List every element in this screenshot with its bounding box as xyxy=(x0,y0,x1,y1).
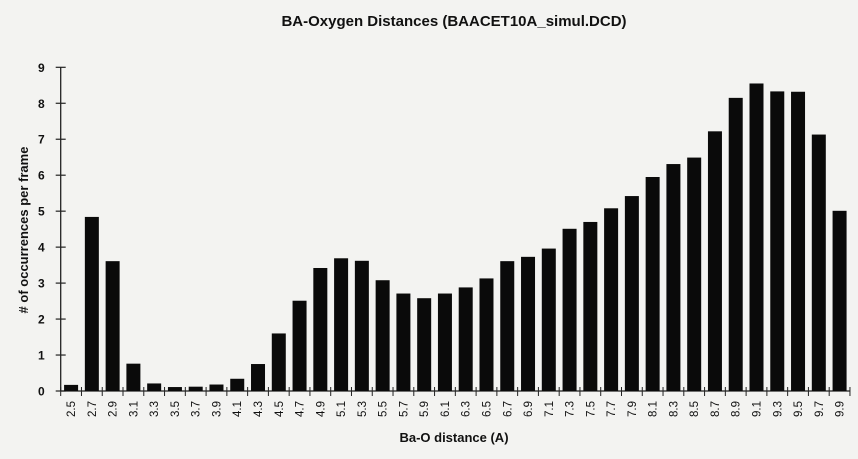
bar-6.9 xyxy=(521,256,536,391)
x-tick-label: 7.3 xyxy=(565,401,577,417)
bar-8.3 xyxy=(666,164,681,391)
x-tick-label: 6.1 xyxy=(440,401,452,417)
y-tick-label: 3 xyxy=(38,277,45,291)
x-tick-label: 6.7 xyxy=(502,401,514,417)
bar-5.5 xyxy=(375,280,390,391)
bar-6.3 xyxy=(458,287,473,391)
x-tick-label: 5.7 xyxy=(398,401,410,417)
x-tick-label: 2.7 xyxy=(87,401,99,417)
x-tick-label: 3.9 xyxy=(211,401,223,417)
x-tick-label: 8.3 xyxy=(668,401,680,417)
bar-4.5 xyxy=(271,333,286,391)
bar-3.5 xyxy=(167,387,182,391)
bar-5.3 xyxy=(354,260,369,391)
bar-8.1 xyxy=(645,176,660,391)
x-tick-label: 2.9 xyxy=(108,401,120,417)
bar-9.1 xyxy=(749,83,764,392)
x-axis-label: Ba-O distance (A) xyxy=(399,430,508,445)
bar-3.1 xyxy=(126,363,141,391)
x-tick-label: 8.7 xyxy=(710,401,722,417)
x-tick-label: 3.3 xyxy=(149,401,161,417)
bar-6.5 xyxy=(479,278,494,391)
x-tick-label: 4.9 xyxy=(315,401,327,417)
x-tick-label: 7.9 xyxy=(627,401,639,417)
bar-2.9 xyxy=(105,261,120,391)
x-tick-label: 7.1 xyxy=(544,401,556,417)
bar-9.3 xyxy=(770,91,785,391)
bar-3.3 xyxy=(147,383,162,391)
y-axis-label: # of occurrences per frame xyxy=(16,147,31,314)
bar-9.5 xyxy=(791,91,806,392)
x-tick-label: 4.7 xyxy=(295,401,307,417)
x-tick-label: 6.9 xyxy=(523,401,535,417)
x-tick-label: 9.3 xyxy=(772,401,784,417)
bar-7.9 xyxy=(624,196,639,391)
bar-3.7 xyxy=(188,386,203,391)
bar-6.7 xyxy=(500,261,515,391)
x-tick-label: 8.1 xyxy=(648,401,660,417)
y-tick-label: 0 xyxy=(38,385,45,399)
x-tick-label: 5.3 xyxy=(357,401,369,417)
bar-4.7 xyxy=(292,300,307,391)
y-tick-label: 5 xyxy=(38,205,45,219)
bar-6.1 xyxy=(437,293,452,391)
x-tick-label: 9.5 xyxy=(793,401,805,417)
bar-7.5 xyxy=(583,221,598,391)
x-tick-label: 2.5 xyxy=(66,401,78,417)
bar-5.9 xyxy=(417,298,432,391)
x-tick-label: 7.5 xyxy=(585,401,597,417)
bar-4.3 xyxy=(251,364,266,391)
x-tick-label: 3.5 xyxy=(170,401,182,417)
y-tick-label: 9 xyxy=(38,61,45,75)
y-tick-label: 4 xyxy=(38,241,45,255)
x-tick-label: 6.3 xyxy=(461,401,473,417)
bar-9.9 xyxy=(832,210,847,391)
bar-2.7 xyxy=(84,216,99,391)
x-tick-label: 7.7 xyxy=(606,401,618,417)
x-tick-label: 9.9 xyxy=(835,401,847,417)
bar-5.7 xyxy=(396,293,411,391)
x-tick-label: 9.7 xyxy=(814,401,826,417)
bar-3.9 xyxy=(209,384,224,391)
bar-9.7 xyxy=(811,134,826,391)
bar-7.3 xyxy=(562,228,577,391)
y-tick-label: 7 xyxy=(38,133,45,147)
bar-8.5 xyxy=(687,157,702,391)
x-tick-label: 8.9 xyxy=(731,401,743,417)
bar-4.1 xyxy=(230,378,245,391)
y-tick-label: 6 xyxy=(38,169,45,183)
x-tick-label: 5.9 xyxy=(419,401,431,417)
x-tick-label: 3.1 xyxy=(128,401,140,417)
bar-7.1 xyxy=(541,248,556,391)
x-tick-label: 4.3 xyxy=(253,401,265,417)
y-tick-label: 8 xyxy=(38,97,45,111)
bar-7.7 xyxy=(604,208,619,391)
bar-4.9 xyxy=(313,267,328,391)
chart-title: BA-Oxygen Distances (BAACET10A_simul.DCD… xyxy=(281,13,626,30)
bar-2.5 xyxy=(64,384,79,391)
x-tick-label: 8.5 xyxy=(689,401,701,417)
bar-8.9 xyxy=(728,97,743,391)
x-tick-label: 4.5 xyxy=(274,401,286,417)
x-tick-label: 4.1 xyxy=(232,401,244,417)
x-tick-label: 5.1 xyxy=(336,401,348,417)
x-tick-label: 5.5 xyxy=(378,401,390,417)
bar-8.7 xyxy=(707,131,722,391)
x-tick-label: 9.1 xyxy=(751,401,763,417)
bar-5.1 xyxy=(334,258,349,391)
y-tick-label: 1 xyxy=(38,349,45,363)
y-tick-label: 2 xyxy=(38,313,45,327)
x-tick-label: 3.7 xyxy=(191,401,203,417)
x-tick-label: 6.5 xyxy=(481,401,493,417)
